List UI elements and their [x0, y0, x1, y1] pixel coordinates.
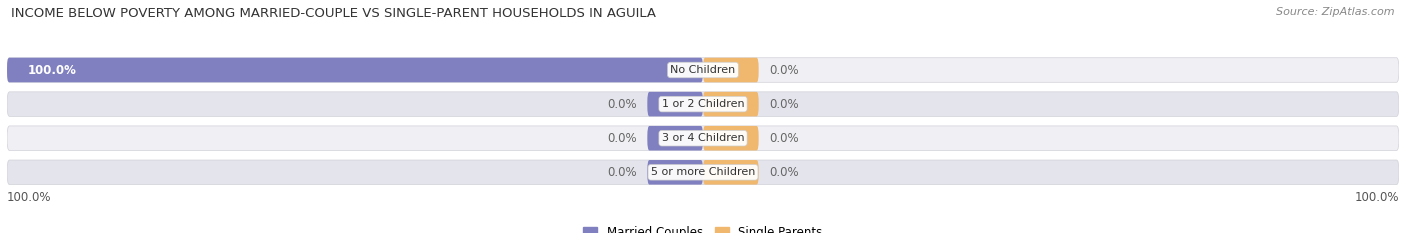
FancyBboxPatch shape — [647, 160, 703, 185]
Text: No Children: No Children — [671, 65, 735, 75]
FancyBboxPatch shape — [703, 126, 759, 151]
Text: 0.0%: 0.0% — [607, 166, 637, 179]
Text: INCOME BELOW POVERTY AMONG MARRIED-COUPLE VS SINGLE-PARENT HOUSEHOLDS IN AGUILA: INCOME BELOW POVERTY AMONG MARRIED-COUPL… — [11, 7, 657, 20]
Text: Source: ZipAtlas.com: Source: ZipAtlas.com — [1277, 7, 1395, 17]
Text: 100.0%: 100.0% — [28, 64, 77, 76]
FancyBboxPatch shape — [703, 58, 759, 82]
FancyBboxPatch shape — [7, 58, 1399, 82]
Text: 1 or 2 Children: 1 or 2 Children — [662, 99, 744, 109]
FancyBboxPatch shape — [7, 160, 1399, 185]
FancyBboxPatch shape — [647, 92, 703, 116]
Text: 5 or more Children: 5 or more Children — [651, 167, 755, 177]
FancyBboxPatch shape — [7, 58, 703, 82]
Legend: Married Couples, Single Parents: Married Couples, Single Parents — [579, 221, 827, 233]
Text: 0.0%: 0.0% — [607, 98, 637, 111]
Text: 0.0%: 0.0% — [769, 132, 799, 145]
FancyBboxPatch shape — [7, 126, 1399, 151]
Text: 0.0%: 0.0% — [769, 64, 799, 76]
FancyBboxPatch shape — [703, 92, 759, 116]
Text: 0.0%: 0.0% — [769, 98, 799, 111]
Text: 0.0%: 0.0% — [769, 166, 799, 179]
Text: 100.0%: 100.0% — [1354, 191, 1399, 204]
FancyBboxPatch shape — [7, 92, 1399, 116]
Text: 100.0%: 100.0% — [7, 191, 52, 204]
FancyBboxPatch shape — [703, 160, 759, 185]
FancyBboxPatch shape — [647, 126, 703, 151]
Text: 0.0%: 0.0% — [607, 132, 637, 145]
Text: 3 or 4 Children: 3 or 4 Children — [662, 133, 744, 143]
